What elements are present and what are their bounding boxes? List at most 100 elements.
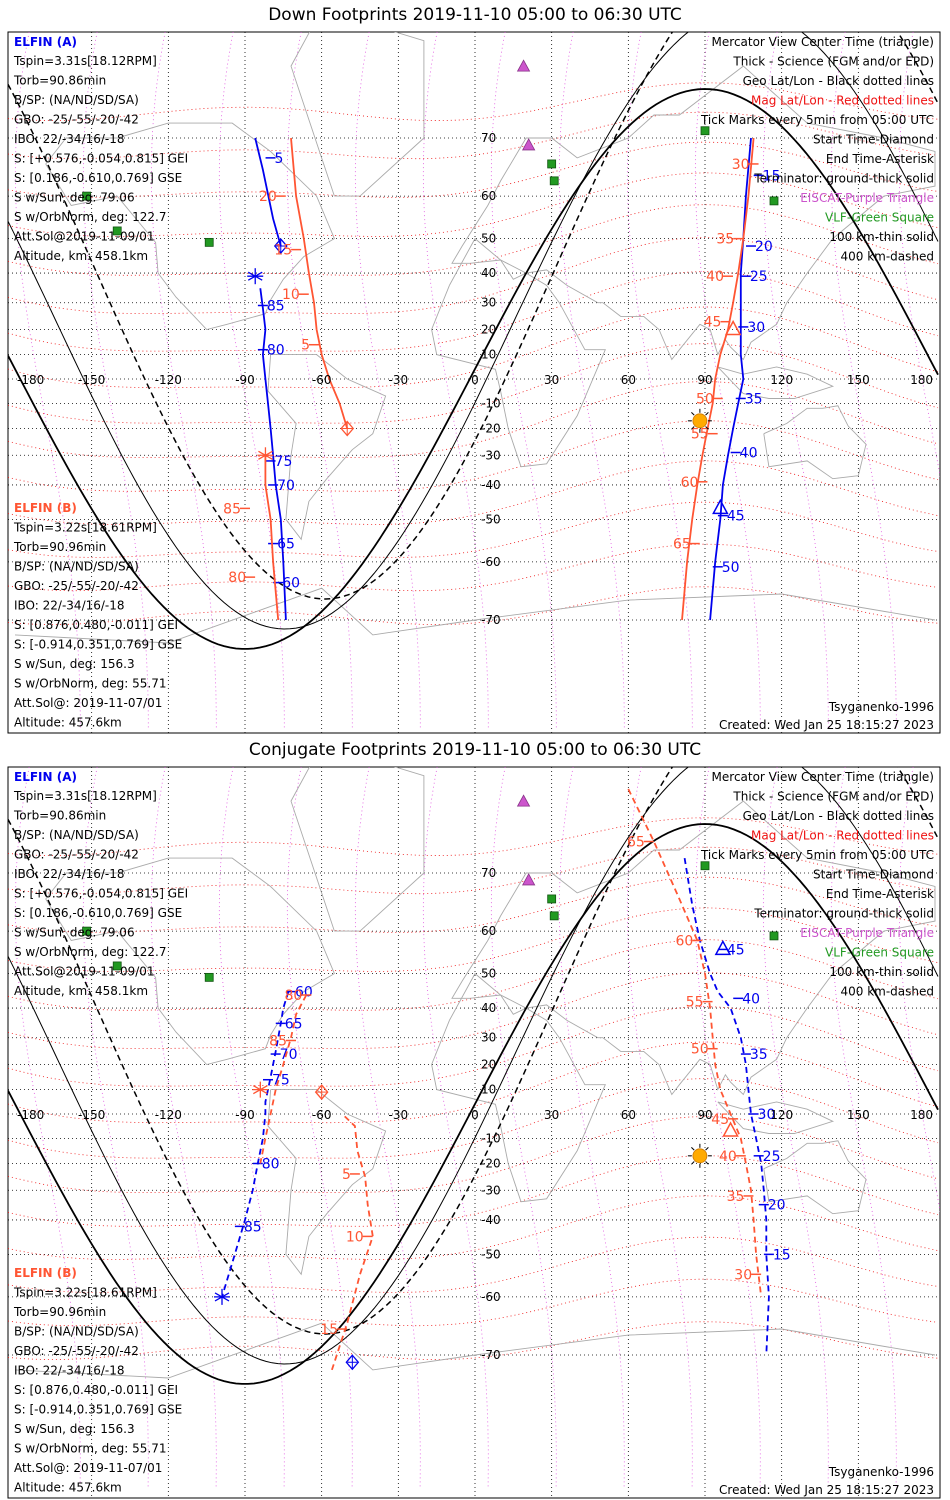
mag-longitude-line — [762, 32, 829, 728]
elfin-a-tick-label: 40 — [742, 991, 760, 1007]
map-content: 5 15 20 25 30 35 40 45 50 60 65 70 75 80 85 20 15 10 5 30 35… — [8, 32, 940, 733]
south-america-outline — [267, 354, 387, 541]
indonesia-outline — [717, 366, 835, 399]
lat-tick-label: -10 — [481, 396, 501, 410]
elfin-a-info-line: S: [+0.576,-0.054,0.815] GEI — [14, 887, 188, 901]
elfin-a-info-line: S w/Sun, deg: 79.06 — [14, 191, 135, 205]
elfin-b-info-line: Altitude: 457.6km — [14, 1481, 122, 1495]
elfin-a-tick-label: 25 — [763, 1149, 781, 1165]
elfin-a-tick-label: 35 — [745, 391, 763, 407]
elfin-b-tick-label: 40 — [719, 1149, 737, 1165]
elfin-b-tick-label: 80 — [228, 570, 246, 586]
greenland-outline — [290, 767, 425, 932]
mag-longitude-line — [830, 32, 897, 728]
elfin-b-footprint-track — [259, 994, 308, 1164]
elfin-a-tick-label: 50 — [722, 560, 740, 576]
elfin-a-tick-label: 30 — [747, 320, 765, 336]
legend-eiscat: EISCAT-Purple Triangle — [800, 191, 934, 205]
mag-longitude-line — [150, 32, 217, 728]
legend-geo: Geo Lat/Lon - Black dotted lines — [743, 809, 934, 823]
elfin-b-footprint-track — [264, 455, 280, 621]
vlf-square — [549, 911, 559, 921]
elfin-a-tick-label: 80 — [267, 343, 285, 359]
lat-tick-label: 30 — [481, 296, 496, 310]
lat-tick-label: -60 — [481, 555, 501, 569]
vlf-square — [547, 159, 557, 169]
vlf-square — [112, 226, 122, 236]
lon-tick-label: 90 — [697, 1108, 712, 1122]
lon-tick-label: -60 — [312, 1108, 332, 1122]
mag-latitude-line — [8, 172, 939, 237]
mag-longitude-line — [490, 32, 557, 728]
elfin-b-info-line: GBO: -25/-55/-20/-42 — [14, 1344, 139, 1358]
legend-geo: Geo Lat/Lon - Black dotted lines — [743, 74, 934, 88]
mag-longitude-line — [626, 767, 693, 1488]
lat-tick-label: -50 — [481, 1247, 501, 1261]
elfin-a-info-line: S: [+0.576,-0.054,0.815] GEI — [14, 152, 188, 166]
elfin-b-info-line: Torb=90.96min — [13, 540, 106, 554]
elfin-a-info-line: Att.Sol@2019-11-09/01 — [14, 230, 155, 244]
elfin-a-tick-label: 70 — [280, 1047, 298, 1063]
elfin-b-tick-label: 55 — [686, 995, 704, 1011]
elfin-b-footprint-track — [290, 137, 349, 429]
elfin-a-info-line: S: [0.186,-0.610,0.769] GSE — [14, 906, 182, 920]
elfin-b-info-line: B/SP: (NA/ND/SD/SA) — [14, 560, 139, 574]
legend-km400: 400 km-dashed — [840, 250, 934, 264]
subsolar-sun-icon — [692, 413, 708, 429]
mag-longitude-line — [422, 767, 489, 1488]
lat-tick-label: 10 — [481, 1083, 496, 1097]
vlf-square — [204, 972, 214, 982]
elfin-a-tick-label: 30 — [758, 1107, 776, 1123]
mag-longitude-line — [82, 32, 149, 728]
lat-tick-label: 40 — [481, 266, 496, 280]
mag-longitude-line — [898, 32, 940, 478]
created-label: Created: Wed Jan 25 18:15:27 2023 — [719, 1483, 934, 1497]
sun-ray — [705, 411, 709, 416]
terminator-ground — [8, 88, 939, 650]
elfin-b-info-line: Torb=90.96min — [13, 1305, 106, 1319]
lon-tick-label: -150 — [78, 1108, 105, 1122]
vlf-square — [700, 126, 710, 136]
elfin-a-tick-label: 5 — [275, 151, 284, 167]
lat-tick-label: -20 — [481, 421, 501, 435]
lat-tick-label: -20 — [481, 1156, 501, 1170]
lon-tick-label: 180 — [910, 373, 933, 387]
elfin-b-tick-label: 30 — [732, 157, 750, 173]
elfin-a-start-diamond — [273, 238, 288, 255]
mag-longitude-line — [762, 767, 829, 1488]
lon-tick-label: -60 — [312, 373, 332, 387]
elfin-b-start-diamond — [314, 1084, 329, 1101]
terminator-400km — [8, 32, 939, 600]
legend-km100: 100 km-thin solid — [829, 965, 934, 979]
elfin-b-label: ELFIN (B) — [14, 1266, 77, 1280]
lat-tick-label: 50 — [481, 232, 496, 246]
elfin-b-info-line: Tspin=3.22s[18.61RPM] — [13, 1286, 157, 1300]
north-america-outline — [45, 857, 335, 1066]
lon-tick-label: 0 — [471, 1108, 479, 1122]
elfin-a-info-line: S: [0.186,-0.610,0.769] GSE — [14, 171, 182, 185]
elfin-b-info-line: S w/OrbNorm, deg: 55.71 — [14, 677, 166, 691]
elfin-b-tick-label: 80 — [285, 988, 303, 1004]
elfin-a-label: ELFIN (A) — [14, 770, 77, 784]
lat-tick-label: 10 — [481, 348, 496, 362]
elfin-b-tick-label: 60 — [676, 934, 694, 950]
indonesia-outline — [717, 1101, 835, 1134]
lon-tick-label: 60 — [621, 373, 636, 387]
mag-longitude-line — [898, 767, 940, 1213]
elfin-a-tick-label: 45 — [727, 509, 745, 525]
lon-tick-label: 120 — [770, 373, 793, 387]
lon-tick-label: 0 — [471, 373, 479, 387]
legend-ticks: Tick Marks every 5min from 05:00 UTC — [700, 848, 934, 862]
elfin-a-tick-label: 60 — [282, 576, 300, 592]
elfin-a-tick-label: 60 — [295, 985, 313, 1001]
vlf-square — [549, 176, 559, 186]
mag-latitude-line — [8, 1116, 939, 1193]
mag-longitude-line — [422, 32, 489, 728]
elfin-b-tick-label: 40 — [706, 269, 724, 285]
vlf-square — [82, 926, 91, 936]
lon-tick-label: -120 — [155, 373, 182, 387]
elfin-b-footprint-track — [331, 1115, 374, 1371]
elfin-b-info-line: Att.Sol@: 2019-11-07/01 — [14, 696, 162, 710]
legend-end: End Time-Asterisk — [826, 887, 934, 901]
mag-latitude-line — [8, 237, 939, 314]
